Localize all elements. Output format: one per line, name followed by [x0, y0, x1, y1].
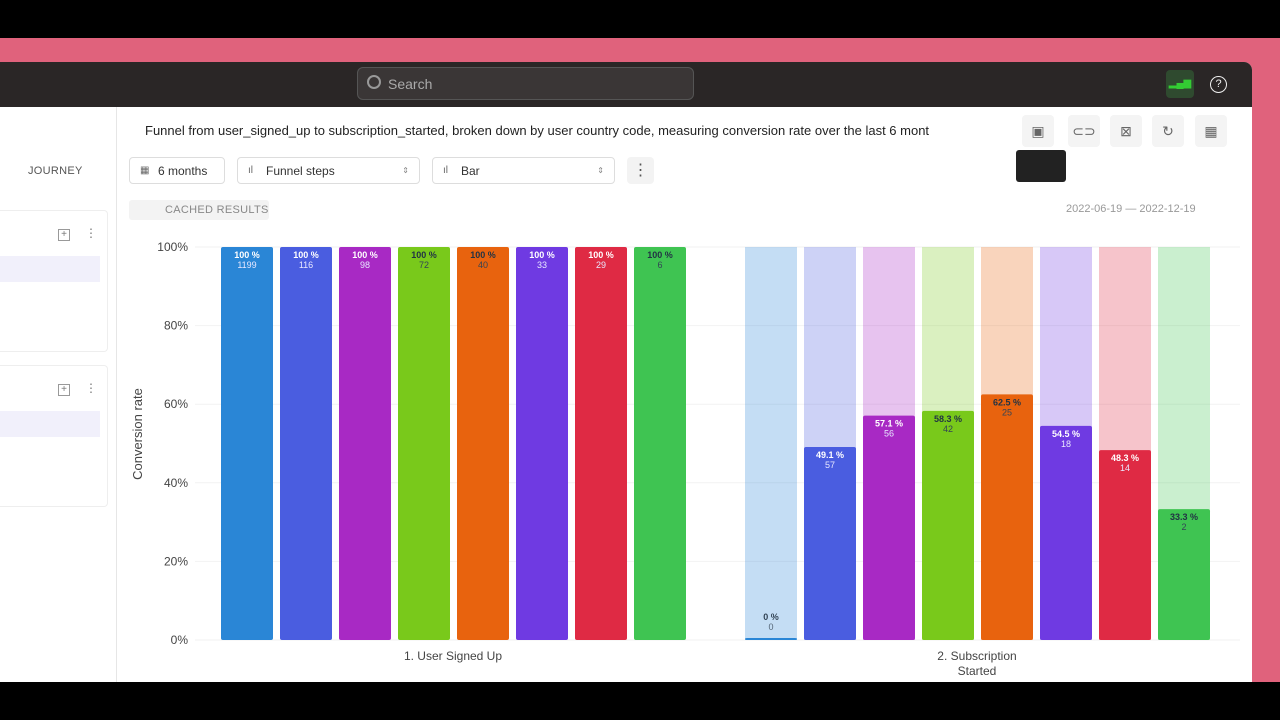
search-icon: [367, 75, 381, 89]
bar[interactable]: [745, 638, 797, 640]
bar-count-label: 57: [825, 460, 835, 470]
chart-type-select[interactable]: ıl Bar ⇕: [432, 157, 615, 184]
bar-percent-label: 100 %: [647, 250, 673, 260]
bar[interactable]: [516, 247, 568, 640]
bar-percent-label: 48.3 %: [1111, 453, 1139, 463]
date-range-label: 2022-06-19 — 2022-12-19: [1066, 203, 1196, 215]
edit-layout-icon[interactable]: ▦: [1195, 115, 1227, 147]
chevron-updown-icon: ⇕: [597, 166, 604, 175]
chart-type-value: Bar: [461, 163, 480, 178]
bar-count-label: 98: [360, 260, 370, 270]
bar-percent-label: 0 %: [763, 612, 779, 622]
bar[interactable]: [1158, 509, 1210, 640]
bar-count-label: 14: [1120, 463, 1130, 473]
bar-chart-icon: ıl: [248, 165, 253, 176]
x-tick-label: Started: [958, 664, 997, 678]
app-window: Search ▂▄▆ ? JOURNEY + ⋮ + ⋮ Funnel from…: [0, 62, 1252, 682]
bar[interactable]: [398, 247, 450, 640]
bar-percent-label: 100 %: [470, 250, 496, 260]
bar[interactable]: [863, 415, 915, 640]
bar-count-label: 6: [657, 260, 662, 270]
bar[interactable]: [1040, 425, 1092, 640]
bar[interactable]: [981, 394, 1033, 640]
bar-percent-label: 58.3 %: [934, 414, 962, 424]
bar[interactable]: [221, 247, 273, 640]
bar-percent-label: 62.5 %: [993, 397, 1021, 407]
bar-background: [745, 247, 797, 640]
bar-percent-label: 49.1 %: [816, 450, 844, 460]
help-icon[interactable]: ?: [1210, 76, 1227, 93]
bar-count-label: 25: [1002, 407, 1012, 417]
bar[interactable]: [339, 247, 391, 640]
y-tick-label: 80%: [164, 319, 188, 333]
bar[interactable]: [804, 447, 856, 640]
bar-percent-label: 54.5 %: [1052, 429, 1080, 439]
bar-percent-label: 100 %: [588, 250, 614, 260]
bar-percent-label: 100 %: [352, 250, 378, 260]
metric-select[interactable]: ıl Funnel steps ⇕: [237, 157, 420, 184]
x-tick-label: 2. Subscription: [937, 649, 1016, 663]
add-icon[interactable]: +: [58, 384, 70, 396]
sidebar-section-label: JOURNEY: [28, 165, 83, 177]
sidebar: JOURNEY + ⋮ + ⋮: [0, 107, 117, 682]
bar-count-label: 2: [1181, 522, 1186, 532]
x-tick-label: 1. User Signed Up: [404, 649, 502, 663]
y-tick-label: 40%: [164, 476, 188, 490]
sidebar-card-highlight: [0, 256, 100, 282]
search-placeholder: Search: [388, 75, 433, 92]
chevron-updown-icon: ⇕: [402, 166, 409, 175]
sidebar-card[interactable]: + ⋮: [0, 210, 108, 352]
bar-count-label: 0: [768, 622, 773, 632]
insight-title: Funnel from user_signed_up to subscripti…: [145, 123, 930, 138]
close-box-icon[interactable]: ⊠: [1110, 115, 1142, 147]
refresh-icon[interactable]: ↻: [1152, 115, 1184, 147]
metric-value: Funnel steps: [266, 163, 335, 178]
bar-count-label: 18: [1061, 439, 1071, 449]
bar-count-label: 1199: [237, 260, 256, 270]
bar-percent-label: 100 %: [293, 250, 319, 260]
bar-chart-icon: ıl: [443, 165, 448, 176]
bar-count-label: 42: [943, 424, 953, 434]
tooltip: [1016, 150, 1066, 182]
cached-results-badge: CACHED RESULTS: [129, 200, 269, 220]
funnel-chart: 0% 20% 40% 60% 80% 100% Conversion rate 1. User…: [130, 240, 1240, 678]
bar-count-label: 29: [596, 260, 606, 270]
bar-count-label: 72: [419, 260, 429, 270]
bar-count-label: 33: [537, 260, 547, 270]
bar-percent-label: 33.3 %: [1170, 512, 1198, 522]
add-icon[interactable]: +: [58, 229, 70, 241]
y-tick-label: 100%: [157, 240, 188, 254]
y-axis-label: Conversion rate: [130, 388, 145, 480]
search-input[interactable]: Search: [357, 67, 694, 100]
sidebar-card[interactable]: + ⋮: [0, 365, 108, 507]
bar[interactable]: [280, 247, 332, 640]
sidebar-card-highlight: [0, 411, 100, 437]
bar[interactable]: [457, 247, 509, 640]
top-bar: Search ▂▄▆ ?: [0, 62, 1252, 107]
more-icon[interactable]: ⋮: [85, 381, 97, 395]
more-icon[interactable]: ⋮: [85, 226, 97, 240]
bar-percent-label: 57.1 %: [875, 419, 903, 429]
bar-count-label: 116: [299, 260, 313, 270]
bar[interactable]: [575, 247, 627, 640]
bar[interactable]: [1099, 450, 1151, 640]
signal-icon[interactable]: ▂▄▆: [1166, 70, 1194, 98]
bar-percent-label: 100 %: [529, 250, 555, 260]
link-icon[interactable]: ⊂⊃: [1068, 115, 1100, 147]
calendar-icon: ▦: [140, 165, 150, 176]
date-range-select[interactable]: ▦ 6 months: [129, 157, 225, 184]
bar-count-label: 56: [884, 429, 894, 439]
save-icon[interactable]: ▣: [1022, 115, 1054, 147]
bar-percent-label: 100 %: [234, 250, 260, 260]
date-range-value: 6 months: [158, 163, 208, 178]
bar-count-label: 40: [478, 260, 488, 270]
bar-percent-label: 100 %: [411, 250, 437, 260]
y-tick-label: 0%: [171, 633, 189, 647]
bar[interactable]: [922, 410, 974, 640]
y-tick-label: 20%: [164, 554, 188, 568]
y-tick-label: 60%: [164, 397, 188, 411]
bar[interactable]: [634, 247, 686, 640]
more-options-button[interactable]: ⋮: [627, 157, 654, 184]
